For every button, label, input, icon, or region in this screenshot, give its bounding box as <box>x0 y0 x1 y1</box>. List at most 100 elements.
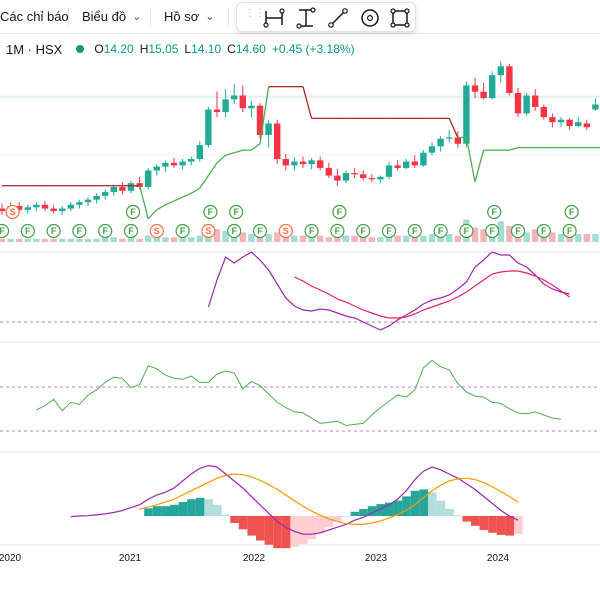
event-flag-marker <box>98 223 113 239</box>
volume-bar <box>342 235 350 242</box>
event-flag-marker <box>332 204 347 220</box>
volume-bar <box>325 237 332 242</box>
macd-pane <box>70 464 523 549</box>
candle-body <box>308 160 315 165</box>
volume-bar <box>33 238 40 242</box>
macd-histogram-bar <box>445 509 454 516</box>
drawing-tools-panel: ⋮⋮ <box>236 2 416 32</box>
candle-body <box>59 208 66 212</box>
event-flag-marker <box>123 223 139 239</box>
volume-bar <box>41 238 49 242</box>
volume-bar <box>67 238 74 242</box>
volume-bar <box>368 237 375 242</box>
chart-menu-button[interactable]: Biểu đồ ⌄ <box>82 6 141 28</box>
toolbar-divider <box>228 8 229 26</box>
candle-body <box>549 117 556 123</box>
stop-line-segment <box>509 146 519 151</box>
candle-body <box>50 208 57 212</box>
macd-histogram-bar <box>264 516 274 545</box>
low-value: 14.10 <box>191 42 222 56</box>
volume-bar <box>394 235 401 242</box>
event-flag-marker <box>356 223 371 239</box>
close-value: 14.60 <box>235 42 266 56</box>
event-flag-label: F <box>567 226 573 236</box>
change-value: +0.45 (+3.18%) <box>271 42 355 56</box>
volume-bar <box>583 234 590 242</box>
candle-body <box>480 91 487 99</box>
event-flag-marker <box>510 223 526 239</box>
stop-line-segment <box>225 152 235 156</box>
macd-histogram-bar <box>256 516 265 541</box>
macd-histogram-bar <box>230 516 239 523</box>
macd-histogram-bar <box>213 504 222 516</box>
event-flag-label: S <box>283 226 289 236</box>
candle-body <box>102 192 109 196</box>
stop-line-segment <box>465 137 476 183</box>
circle-target-icon[interactable] <box>359 7 381 29</box>
low-key: L <box>184 42 192 56</box>
macd-histogram-bar <box>376 504 385 516</box>
event-flag-marker <box>229 204 244 220</box>
indicators-button[interactable]: Các chỉ báo <box>0 6 69 28</box>
horizontal-range-icon[interactable] <box>263 7 285 29</box>
candle-body <box>282 159 289 166</box>
candle-body <box>420 152 427 166</box>
candle-body <box>188 159 195 162</box>
event-flag-label: F <box>309 226 315 236</box>
vertical-range-icon[interactable] <box>295 7 317 29</box>
signal-line <box>139 473 519 525</box>
candle-body <box>84 199 92 203</box>
event-flag-marker <box>536 223 551 239</box>
macd-histogram-bar <box>170 504 179 516</box>
rectangle-icon[interactable] <box>389 7 411 29</box>
volume-bar <box>308 235 315 242</box>
macd-histogram-bar <box>273 516 282 549</box>
event-flag-label: F <box>77 226 83 236</box>
candle-body <box>411 161 418 166</box>
candle-body <box>162 162 169 167</box>
candle-body <box>360 174 367 179</box>
candle-body <box>170 162 178 166</box>
event-flag-marker <box>433 223 448 239</box>
candle-body <box>583 123 590 128</box>
candle-body <box>239 95 246 109</box>
x-tick-label: 2022 <box>243 553 266 564</box>
candle-body <box>205 109 212 146</box>
symbol-label[interactable]: 1M · HSX <box>6 41 63 57</box>
candle-body <box>471 85 479 92</box>
event-flag-label: F <box>569 207 575 217</box>
macd-histogram-bar <box>462 516 471 522</box>
candle-body <box>592 104 599 110</box>
profile-menu-button[interactable]: Hồ sơ ⌄ <box>164 6 214 28</box>
volume-bar <box>566 235 573 242</box>
macd-histogram-bar <box>505 516 514 536</box>
volume-bar <box>506 226 513 242</box>
macd-histogram-bar <box>187 499 196 516</box>
candle-body <box>145 170 152 187</box>
volume-bar <box>213 229 221 242</box>
x-axis: 2020 2021 2022 2023 2024 <box>0 553 510 564</box>
profile-menu-label: Hồ sơ <box>164 9 200 24</box>
event-flag-marker <box>487 204 502 220</box>
volume-bar <box>592 234 599 242</box>
macd-histogram-bar <box>385 502 394 516</box>
indicators-label: Các chỉ báo <box>0 9 69 24</box>
candle-body <box>299 161 307 165</box>
macd-histogram-bar <box>342 516 351 517</box>
trend-line-icon[interactable] <box>327 7 349 29</box>
volume-bar <box>162 237 169 242</box>
macd-histogram-bar <box>144 508 153 516</box>
candle-body <box>153 166 160 171</box>
event-flag-label: F <box>464 226 470 236</box>
candle-body <box>428 146 436 153</box>
open-value: 14.20 <box>103 42 134 56</box>
candle-body <box>575 122 582 127</box>
candle-body <box>213 109 221 113</box>
stop-line-segment <box>165 200 175 206</box>
event-flag-marker <box>203 204 218 220</box>
stoch-d-line <box>294 270 570 319</box>
candle-body <box>119 186 126 191</box>
event-flag-marker <box>278 223 293 239</box>
event-flag-label: F <box>231 226 237 236</box>
